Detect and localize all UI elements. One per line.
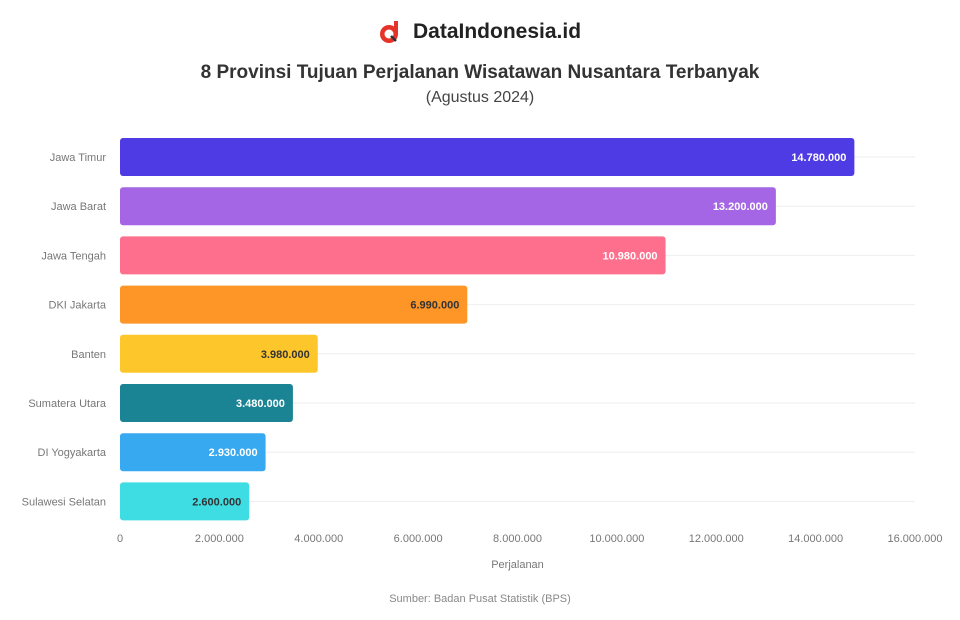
x-tick-label: 12.000.000 [689, 533, 744, 545]
bar-value-label: 2.600.000 [192, 496, 241, 508]
bar [120, 334, 318, 373]
category-label: Jawa Barat [51, 201, 106, 213]
x-tick-label: 10.000.000 [589, 533, 644, 545]
bar [120, 285, 468, 324]
bar-value-label: 6.990.000 [410, 300, 459, 312]
category-label: DI Yogyakarta [38, 447, 107, 459]
category-label: Sumatera Utara [28, 398, 107, 410]
bar [120, 236, 666, 275]
category-label: Jawa Timur [50, 152, 107, 164]
x-tick-label: 8.000.000 [493, 533, 542, 545]
x-tick-label: 16.000.000 [887, 533, 942, 545]
chart-title: 8 Provinsi Tujuan Perjalanan Wisatawan N… [200, 62, 760, 83]
bar [120, 433, 266, 472]
x-tick-label: 2.000.000 [195, 533, 244, 545]
bar-value-label: 3.480.000 [236, 398, 285, 410]
dataindonesia-logo-icon [379, 21, 398, 43]
x-axis-title: Perjalanan [491, 559, 544, 571]
source-note: Sumber: Badan Pusat Statistik (BPS) [389, 593, 571, 605]
x-tick-label: 6.000.000 [394, 533, 443, 545]
bar-value-label: 10.980.000 [603, 250, 658, 262]
category-label: Banten [71, 349, 106, 361]
bar-value-label: 14.780.000 [791, 152, 846, 164]
bar-value-label: 2.930.000 [209, 447, 258, 459]
category-label: Sulawesi Selatan [22, 496, 106, 508]
category-label: DKI Jakarta [49, 300, 107, 312]
chart-subtitle: (Agustus 2024) [425, 89, 535, 106]
x-tick-label: 14.000.000 [788, 533, 843, 545]
category-label: Jawa Tengah [41, 250, 106, 262]
bar [120, 138, 855, 176]
x-tick-label: 4.000.000 [294, 533, 343, 545]
brand-name: DataIndonesia.id [412, 20, 582, 43]
x-tick-label: 0 [117, 533, 123, 545]
bar [120, 384, 293, 422]
bar [120, 482, 250, 521]
brand-header: DataIndonesia.id [0, 20, 960, 44]
bar-value-label: 13.200.000 [713, 201, 768, 213]
bar-value-label: 3.980.000 [261, 349, 310, 361]
bar [120, 187, 776, 226]
